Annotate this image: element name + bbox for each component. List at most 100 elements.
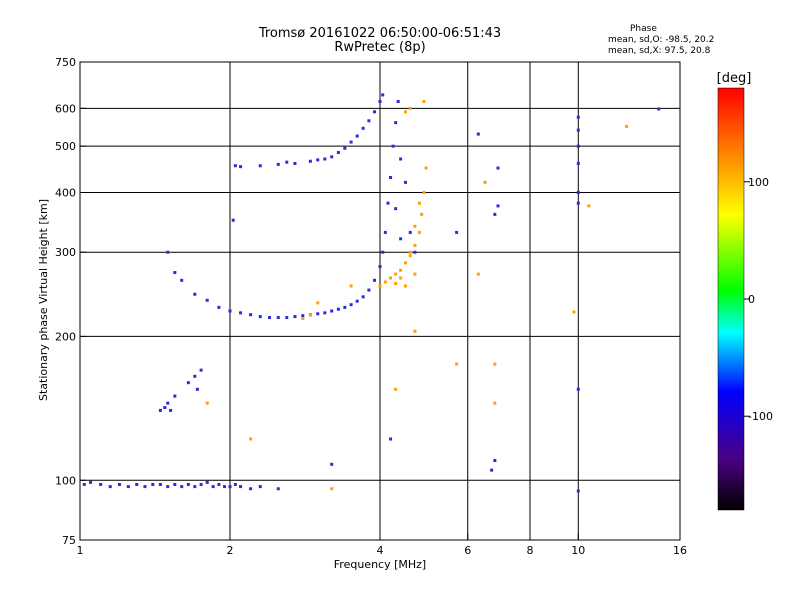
data-point-o xyxy=(89,480,93,484)
data-point-x xyxy=(413,272,417,276)
data-point-x xyxy=(408,254,412,258)
data-point-o xyxy=(349,140,353,144)
data-point-o xyxy=(233,482,237,486)
data-point-o xyxy=(496,204,500,208)
data-point-x xyxy=(308,313,312,317)
colorbar-ticks: 100 0 -100 xyxy=(744,176,773,423)
data-point-o xyxy=(193,292,197,296)
data-point-o xyxy=(117,482,121,486)
y-axis: 75 100 200 300 400 500 600 750 xyxy=(55,56,86,547)
data-point-o xyxy=(166,250,170,254)
data-point-o xyxy=(394,121,398,125)
data-point-x xyxy=(408,106,412,110)
data-point-x xyxy=(476,272,480,276)
data-point-x xyxy=(420,212,424,216)
data-point-x xyxy=(399,276,403,280)
data-point-o xyxy=(476,132,480,136)
data-point-o xyxy=(285,160,289,164)
data-point-x xyxy=(389,276,393,280)
data-point-o xyxy=(576,128,580,132)
data-point-o xyxy=(576,161,580,165)
phase-heading: Phase xyxy=(630,24,657,34)
x-axis: 1 2 4 6 8 10 16 xyxy=(77,534,687,557)
phase-stat-x: mean, sd,X: 97.5, 20.8 xyxy=(608,46,711,56)
x-axis-label: Frequency [MHz] xyxy=(334,558,426,571)
data-point-o xyxy=(199,368,203,372)
data-point-o xyxy=(158,482,162,486)
data-point-o xyxy=(293,315,297,319)
data-point-o xyxy=(389,175,393,179)
grid-lines xyxy=(80,62,680,540)
data-point-o xyxy=(657,107,661,111)
data-point-x xyxy=(493,401,497,405)
colorbar-tick-label: 100 xyxy=(748,176,769,189)
x-tick-label: 6 xyxy=(464,544,471,557)
data-point-o xyxy=(383,230,387,234)
data-point-x xyxy=(403,261,407,265)
data-point-o xyxy=(180,278,184,282)
data-point-o xyxy=(205,480,209,484)
data-point-o xyxy=(82,482,86,486)
data-point-o xyxy=(276,162,280,166)
x-tick-label: 2 xyxy=(227,544,234,557)
data-point-o xyxy=(180,485,184,489)
data-point-o xyxy=(373,110,377,114)
data-point-o xyxy=(186,381,190,385)
data-point-o xyxy=(316,158,320,162)
data-point-x xyxy=(301,316,305,320)
y-tick-label: 500 xyxy=(55,140,76,153)
data-point-x xyxy=(587,204,591,208)
data-point-o xyxy=(381,93,385,97)
data-point-x xyxy=(417,230,421,234)
data-point-o xyxy=(217,305,221,309)
data-point-o xyxy=(455,230,459,234)
data-point-x xyxy=(383,280,387,284)
data-point-x xyxy=(205,401,209,405)
data-point-o xyxy=(378,265,382,269)
data-point-x xyxy=(394,387,398,391)
data-point-x xyxy=(493,362,497,366)
data-point-o xyxy=(378,100,382,104)
data-point-o xyxy=(316,312,320,316)
data-point-x xyxy=(399,268,403,272)
data-point-o xyxy=(355,299,359,303)
data-point-o xyxy=(389,437,393,441)
data-point-o xyxy=(361,295,365,299)
data-point-x xyxy=(403,110,407,114)
data-point-o xyxy=(490,468,494,472)
data-point-o xyxy=(361,126,365,130)
data-point-o xyxy=(408,230,412,234)
data-point-o xyxy=(158,408,162,412)
y-tick-label: 75 xyxy=(62,534,76,547)
data-point-o xyxy=(108,485,112,489)
data-point-o xyxy=(276,487,280,491)
data-point-o xyxy=(163,405,167,409)
data-point-o xyxy=(386,201,390,205)
data-point-o xyxy=(258,164,262,168)
data-point-o xyxy=(493,458,497,462)
data-point-o xyxy=(576,489,580,493)
data-point-x xyxy=(625,124,629,128)
data-point-o xyxy=(493,212,497,216)
y-tick-label: 750 xyxy=(55,56,76,69)
data-point-o xyxy=(323,157,327,161)
data-point-o xyxy=(169,408,173,412)
data-point-o xyxy=(223,485,227,489)
data-point-o xyxy=(239,311,243,315)
data-point-o xyxy=(258,315,262,319)
colorbar-label: [deg] xyxy=(717,71,752,86)
data-point-x xyxy=(483,180,487,184)
x-tick-label: 1 xyxy=(77,544,84,557)
data-point-o xyxy=(143,485,147,489)
data-point-o xyxy=(166,485,170,489)
data-point-o xyxy=(166,401,170,405)
data-point-o xyxy=(193,485,197,489)
data-point-o xyxy=(135,482,139,486)
data-point-o xyxy=(99,482,103,486)
colorbar-tick-label: -100 xyxy=(748,410,773,423)
data-point-x xyxy=(422,190,426,194)
data-point-o xyxy=(343,305,347,309)
data-point-o xyxy=(496,166,500,170)
data-point-x xyxy=(378,284,382,288)
